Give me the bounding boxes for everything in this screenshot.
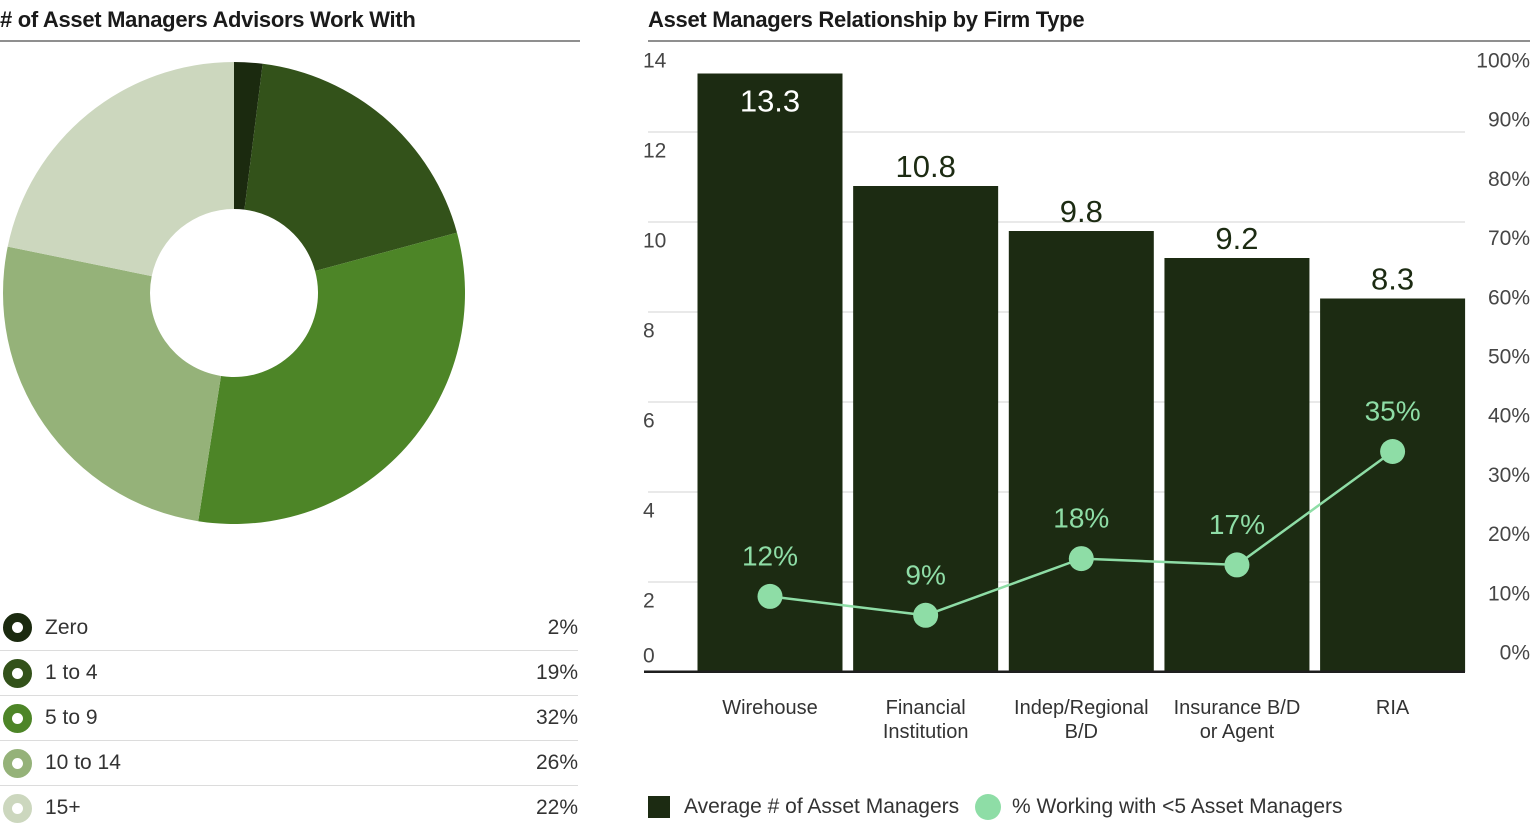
- bar-value-label: 8.3: [1371, 262, 1414, 297]
- category-label: Indep/Regional: [1014, 697, 1149, 719]
- category-label: B/D: [1065, 721, 1098, 743]
- line-value-label: 35%: [1365, 396, 1421, 427]
- donut-legend: Zero 2% 1 to 4 19% 5 to 9 32% 10 to 14 2…: [0, 605, 578, 826]
- right-axis-tick: 50%: [1488, 346, 1530, 369]
- right-axis-tick: 20%: [1488, 523, 1530, 546]
- bar-wirehouse: [697, 73, 843, 672]
- legend-value: 22%: [535, 796, 578, 819]
- left-axis-tick: 14: [643, 50, 667, 73]
- ring-swatch-15plus-icon: [3, 793, 32, 823]
- legend-row-zero: Zero 2%: [0, 605, 578, 650]
- line-point-indep/regional: [1068, 546, 1094, 572]
- ring-swatch-10to14-icon: [3, 748, 32, 778]
- donut-slice-zero: [234, 62, 263, 210]
- donut-slice-5-to-9: [198, 232, 466, 525]
- category-label: Wirehouse: [722, 697, 818, 719]
- line-point-financial: [913, 602, 939, 628]
- donut-chart: [2, 62, 466, 525]
- legend-label: 10 to 14: [45, 751, 121, 774]
- right-axis-tick: 80%: [1488, 168, 1530, 191]
- left-axis-tick: 10: [643, 230, 666, 253]
- right-axis-tick: 10%: [1488, 582, 1530, 605]
- bar-value-label: 10.8: [895, 149, 955, 184]
- combo-chart-title: Asset Managers Relationship by Firm Type: [648, 7, 1085, 32]
- right-axis-tick: 40%: [1488, 405, 1530, 428]
- legend-value: 32%: [535, 706, 578, 729]
- donut-slice-10-to-14: [2, 246, 221, 522]
- line-point-wirehouse: [757, 583, 783, 609]
- line-value-label: 9%: [905, 559, 945, 590]
- combo-title-rule: [648, 40, 1530, 42]
- line-dot-swatch-icon: [975, 794, 1001, 820]
- x-axis-line: [644, 670, 1465, 673]
- category-label: Insurance B/D: [1174, 697, 1301, 719]
- bar-value-label: 9.2: [1215, 221, 1258, 256]
- category-label: Financial: [886, 697, 966, 719]
- combo-chart: 13.3 10.8 9.8 9.2 8.3 14 12 10 8 6 4 2 0 100% 90% 80% 70…: [643, 50, 1530, 744]
- right-axis-tick: 90%: [1488, 109, 1530, 132]
- bar-ria: [1320, 298, 1466, 672]
- bar-indep/regional: [1008, 231, 1154, 672]
- legend-label: 15+: [45, 796, 81, 819]
- category-label: Institution: [883, 721, 969, 743]
- bar-swatch-icon: [648, 796, 670, 818]
- left-axis-tick: 4: [643, 500, 655, 523]
- legend-item-line-series: % Working with <5 Asset Managers: [975, 793, 1343, 821]
- left-axis-tick: 2: [643, 590, 655, 613]
- legend-row-15plus: 15+ 22%: [0, 785, 578, 826]
- legend-label: Average # of Asset Managers: [684, 795, 960, 818]
- legend-item-bar-series: Average # of Asset Managers: [648, 793, 959, 821]
- left-axis-tick: 6: [643, 410, 655, 433]
- donut-chart-title: # of Asset Managers Advisors Work With: [0, 7, 416, 32]
- line-point-ria: [1380, 439, 1406, 464]
- legend-value: 19%: [535, 661, 578, 684]
- legend-label: Zero: [45, 615, 89, 639]
- right-axis-tick: 0%: [1500, 642, 1530, 665]
- donut-slice-1-to-4: [244, 63, 457, 272]
- legend-value: 2%: [547, 615, 578, 639]
- legend-row-1to4: 1 to 4 19%: [0, 650, 578, 695]
- left-axis-tick: 0: [643, 645, 655, 668]
- bar-financial: [853, 186, 999, 672]
- legend-row-5to9: 5 to 9 32%: [0, 695, 578, 740]
- right-axis-tick: 100%: [1476, 50, 1530, 73]
- right-axis-tick: 60%: [1488, 286, 1530, 309]
- line-value-label: 18%: [1053, 503, 1109, 534]
- left-axis-tick: 12: [643, 140, 666, 163]
- bar-value-label: 9.8: [1060, 194, 1103, 229]
- right-axis-tick: 30%: [1488, 464, 1530, 487]
- legend-label: 1 to 4: [45, 661, 98, 684]
- legend-label: 5 to 9: [45, 706, 98, 729]
- legend-row-10to14: 10 to 14 26%: [0, 740, 578, 785]
- combo-legend: Average # of Asset Managers % Working wi…: [648, 793, 1530, 821]
- legend-label: % Working with <5 Asset Managers: [1012, 795, 1343, 818]
- ring-swatch-5to9-icon: [3, 703, 32, 733]
- ring-swatch-zero-icon: [3, 613, 32, 642]
- bar-insurance b/d: [1164, 258, 1310, 672]
- ring-swatch-1to4-icon: [3, 658, 32, 688]
- legend-value: 26%: [535, 751, 578, 774]
- line-value-label: 17%: [1209, 509, 1265, 540]
- donut-title-rule: [0, 40, 580, 42]
- line-point-insurance b/d: [1224, 552, 1250, 578]
- bar-value-label: 13.3: [740, 84, 800, 119]
- donut-slice-15+: [7, 62, 235, 277]
- right-axis-tick: 70%: [1488, 227, 1530, 250]
- category-label: or Agent: [1200, 721, 1275, 743]
- line-value-label: 12%: [742, 540, 798, 571]
- left-axis-tick: 8: [643, 320, 655, 343]
- category-label: RIA: [1376, 697, 1410, 719]
